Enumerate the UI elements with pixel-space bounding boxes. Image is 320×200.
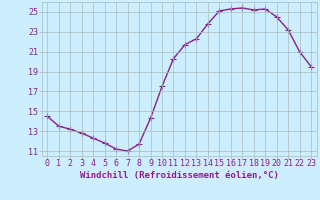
X-axis label: Windchill (Refroidissement éolien,°C): Windchill (Refroidissement éolien,°C) bbox=[80, 171, 279, 180]
